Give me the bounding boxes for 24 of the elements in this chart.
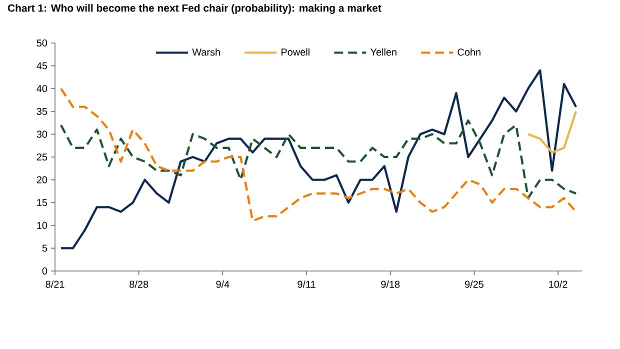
y-tick-label: 15 [37, 199, 48, 206]
legend-label: Powell [282, 48, 310, 56]
chart-title: Chart 1: Who will become the next Fed chair (probability): making a market [8, 4, 382, 14]
y-tick-label: 0 [42, 267, 48, 275]
y-tick-label: 30 [36, 130, 48, 138]
x-tick-label: 9/18 [381, 280, 400, 288]
y-tick-label: 35 [36, 108, 48, 115]
legend-label: Warsh [192, 48, 220, 56]
y-tick-label: 40 [36, 85, 48, 92]
y-tick-label: 45 [36, 62, 48, 70]
x-tick-label: 9/4 [216, 280, 230, 288]
legend-label: Cohn [458, 48, 480, 56]
x-tick-label: 9/11 [298, 280, 316, 288]
y-tick-label: 20 [36, 176, 48, 184]
line-series [527, 110, 578, 154]
legend-label: Yellen [370, 48, 396, 56]
y-tick-label: 25 [36, 153, 48, 161]
x-tick-label: 8/21 [46, 280, 64, 288]
y-tick-label: 5 [42, 244, 48, 252]
x-tick-label: 9/25 [464, 280, 484, 288]
x-tick-label: 8/28 [130, 280, 148, 288]
y-tick-label: 50 [36, 39, 48, 47]
x-tick-label: 10/2 [549, 280, 568, 288]
y-tick-label: 10 [37, 222, 48, 229]
